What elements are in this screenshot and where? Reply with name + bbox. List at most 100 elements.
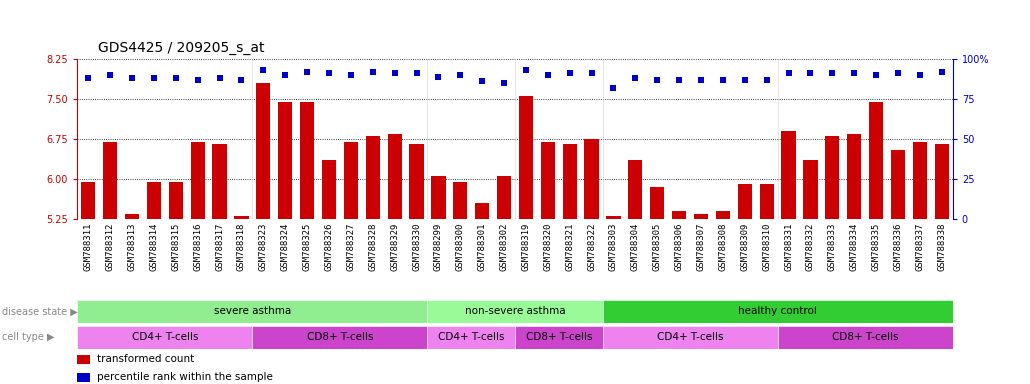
Point — [758, 77, 775, 83]
Point — [320, 70, 337, 76]
Text: GSM788303: GSM788303 — [609, 223, 618, 271]
Point — [386, 70, 403, 76]
Text: GSM788302: GSM788302 — [500, 223, 509, 271]
Text: GSM788299: GSM788299 — [434, 223, 443, 271]
Bar — [803, 161, 818, 219]
Text: GSM788336: GSM788336 — [894, 223, 902, 271]
Text: GSM788308: GSM788308 — [719, 223, 727, 271]
Bar — [427, 300, 603, 323]
Point — [277, 72, 294, 78]
Bar — [778, 326, 953, 349]
Text: CD4+ T-cells: CD4+ T-cells — [132, 333, 198, 343]
Bar — [432, 176, 446, 219]
Text: severe asthma: severe asthma — [214, 306, 291, 316]
Point — [693, 77, 710, 83]
Point — [518, 67, 535, 73]
Point — [431, 73, 447, 79]
Bar — [672, 211, 686, 219]
Point — [145, 75, 162, 81]
Bar — [278, 102, 293, 219]
Bar — [603, 300, 953, 323]
Text: GSM788319: GSM788319 — [521, 223, 530, 271]
Point — [124, 75, 140, 81]
Bar — [125, 214, 139, 219]
Text: percentile rank within the sample: percentile rank within the sample — [97, 372, 272, 382]
Bar — [716, 211, 730, 219]
Bar — [427, 326, 515, 349]
Bar — [737, 184, 752, 219]
Text: healthy control: healthy control — [739, 306, 817, 316]
Text: GSM788324: GSM788324 — [281, 223, 289, 271]
Text: GSM788314: GSM788314 — [149, 223, 159, 271]
Text: CD8+ T-cells: CD8+ T-cells — [525, 333, 592, 343]
Text: GSM788335: GSM788335 — [871, 223, 881, 271]
Bar — [496, 176, 511, 219]
Bar — [77, 373, 91, 382]
Point — [80, 75, 97, 81]
Text: CD4+ T-cells: CD4+ T-cells — [657, 333, 723, 343]
Point — [781, 70, 797, 76]
Bar — [562, 144, 577, 219]
Text: GSM788315: GSM788315 — [171, 223, 180, 271]
Text: GSM788337: GSM788337 — [916, 223, 924, 271]
Bar — [541, 142, 555, 219]
Text: GSM788312: GSM788312 — [106, 223, 114, 271]
Bar — [81, 182, 96, 219]
Bar — [694, 214, 709, 219]
Point — [671, 77, 687, 83]
Text: GSM788325: GSM788325 — [303, 223, 311, 271]
Point — [606, 85, 622, 91]
Text: GSM788317: GSM788317 — [215, 223, 224, 271]
Point — [365, 69, 381, 75]
Point — [890, 70, 906, 76]
Text: GSM788322: GSM788322 — [587, 223, 596, 271]
Point — [561, 70, 578, 76]
Point — [933, 69, 950, 75]
Point — [190, 77, 206, 83]
Point — [583, 70, 599, 76]
Bar — [913, 142, 927, 219]
Bar — [191, 142, 205, 219]
Point — [452, 72, 469, 78]
Bar — [782, 131, 796, 219]
Bar — [628, 161, 643, 219]
Bar — [519, 96, 534, 219]
Point — [255, 67, 272, 73]
Text: GDS4425 / 209205_s_at: GDS4425 / 209205_s_at — [98, 41, 265, 55]
Point — [736, 77, 753, 83]
Text: GSM788305: GSM788305 — [653, 223, 661, 271]
Bar — [77, 300, 427, 323]
Bar — [252, 326, 427, 349]
Bar — [387, 134, 402, 219]
Text: GSM788301: GSM788301 — [478, 223, 486, 271]
Text: GSM788334: GSM788334 — [850, 223, 859, 271]
Bar — [847, 134, 861, 219]
Point — [912, 72, 928, 78]
Bar — [321, 161, 336, 219]
Bar — [869, 102, 884, 219]
Bar — [607, 216, 621, 219]
Text: GSM788326: GSM788326 — [324, 223, 334, 271]
Point — [715, 77, 731, 83]
Point — [824, 70, 840, 76]
Bar — [300, 102, 314, 219]
Bar — [475, 203, 489, 219]
Point — [343, 72, 359, 78]
Text: GSM788333: GSM788333 — [828, 223, 836, 271]
Text: GSM788320: GSM788320 — [544, 223, 552, 271]
Text: GSM788321: GSM788321 — [565, 223, 574, 271]
Bar — [891, 150, 905, 219]
Text: GSM788331: GSM788331 — [784, 223, 793, 271]
Text: GSM788300: GSM788300 — [456, 223, 465, 271]
Bar — [409, 144, 423, 219]
Bar — [366, 136, 380, 219]
Point — [233, 77, 249, 83]
Point — [102, 72, 118, 78]
Bar — [825, 136, 839, 219]
Text: GSM788338: GSM788338 — [937, 223, 947, 271]
Text: GSM788307: GSM788307 — [696, 223, 706, 271]
Point — [211, 75, 228, 81]
Point — [846, 70, 862, 76]
Text: CD8+ T-cells: CD8+ T-cells — [307, 333, 373, 343]
Point — [408, 70, 424, 76]
